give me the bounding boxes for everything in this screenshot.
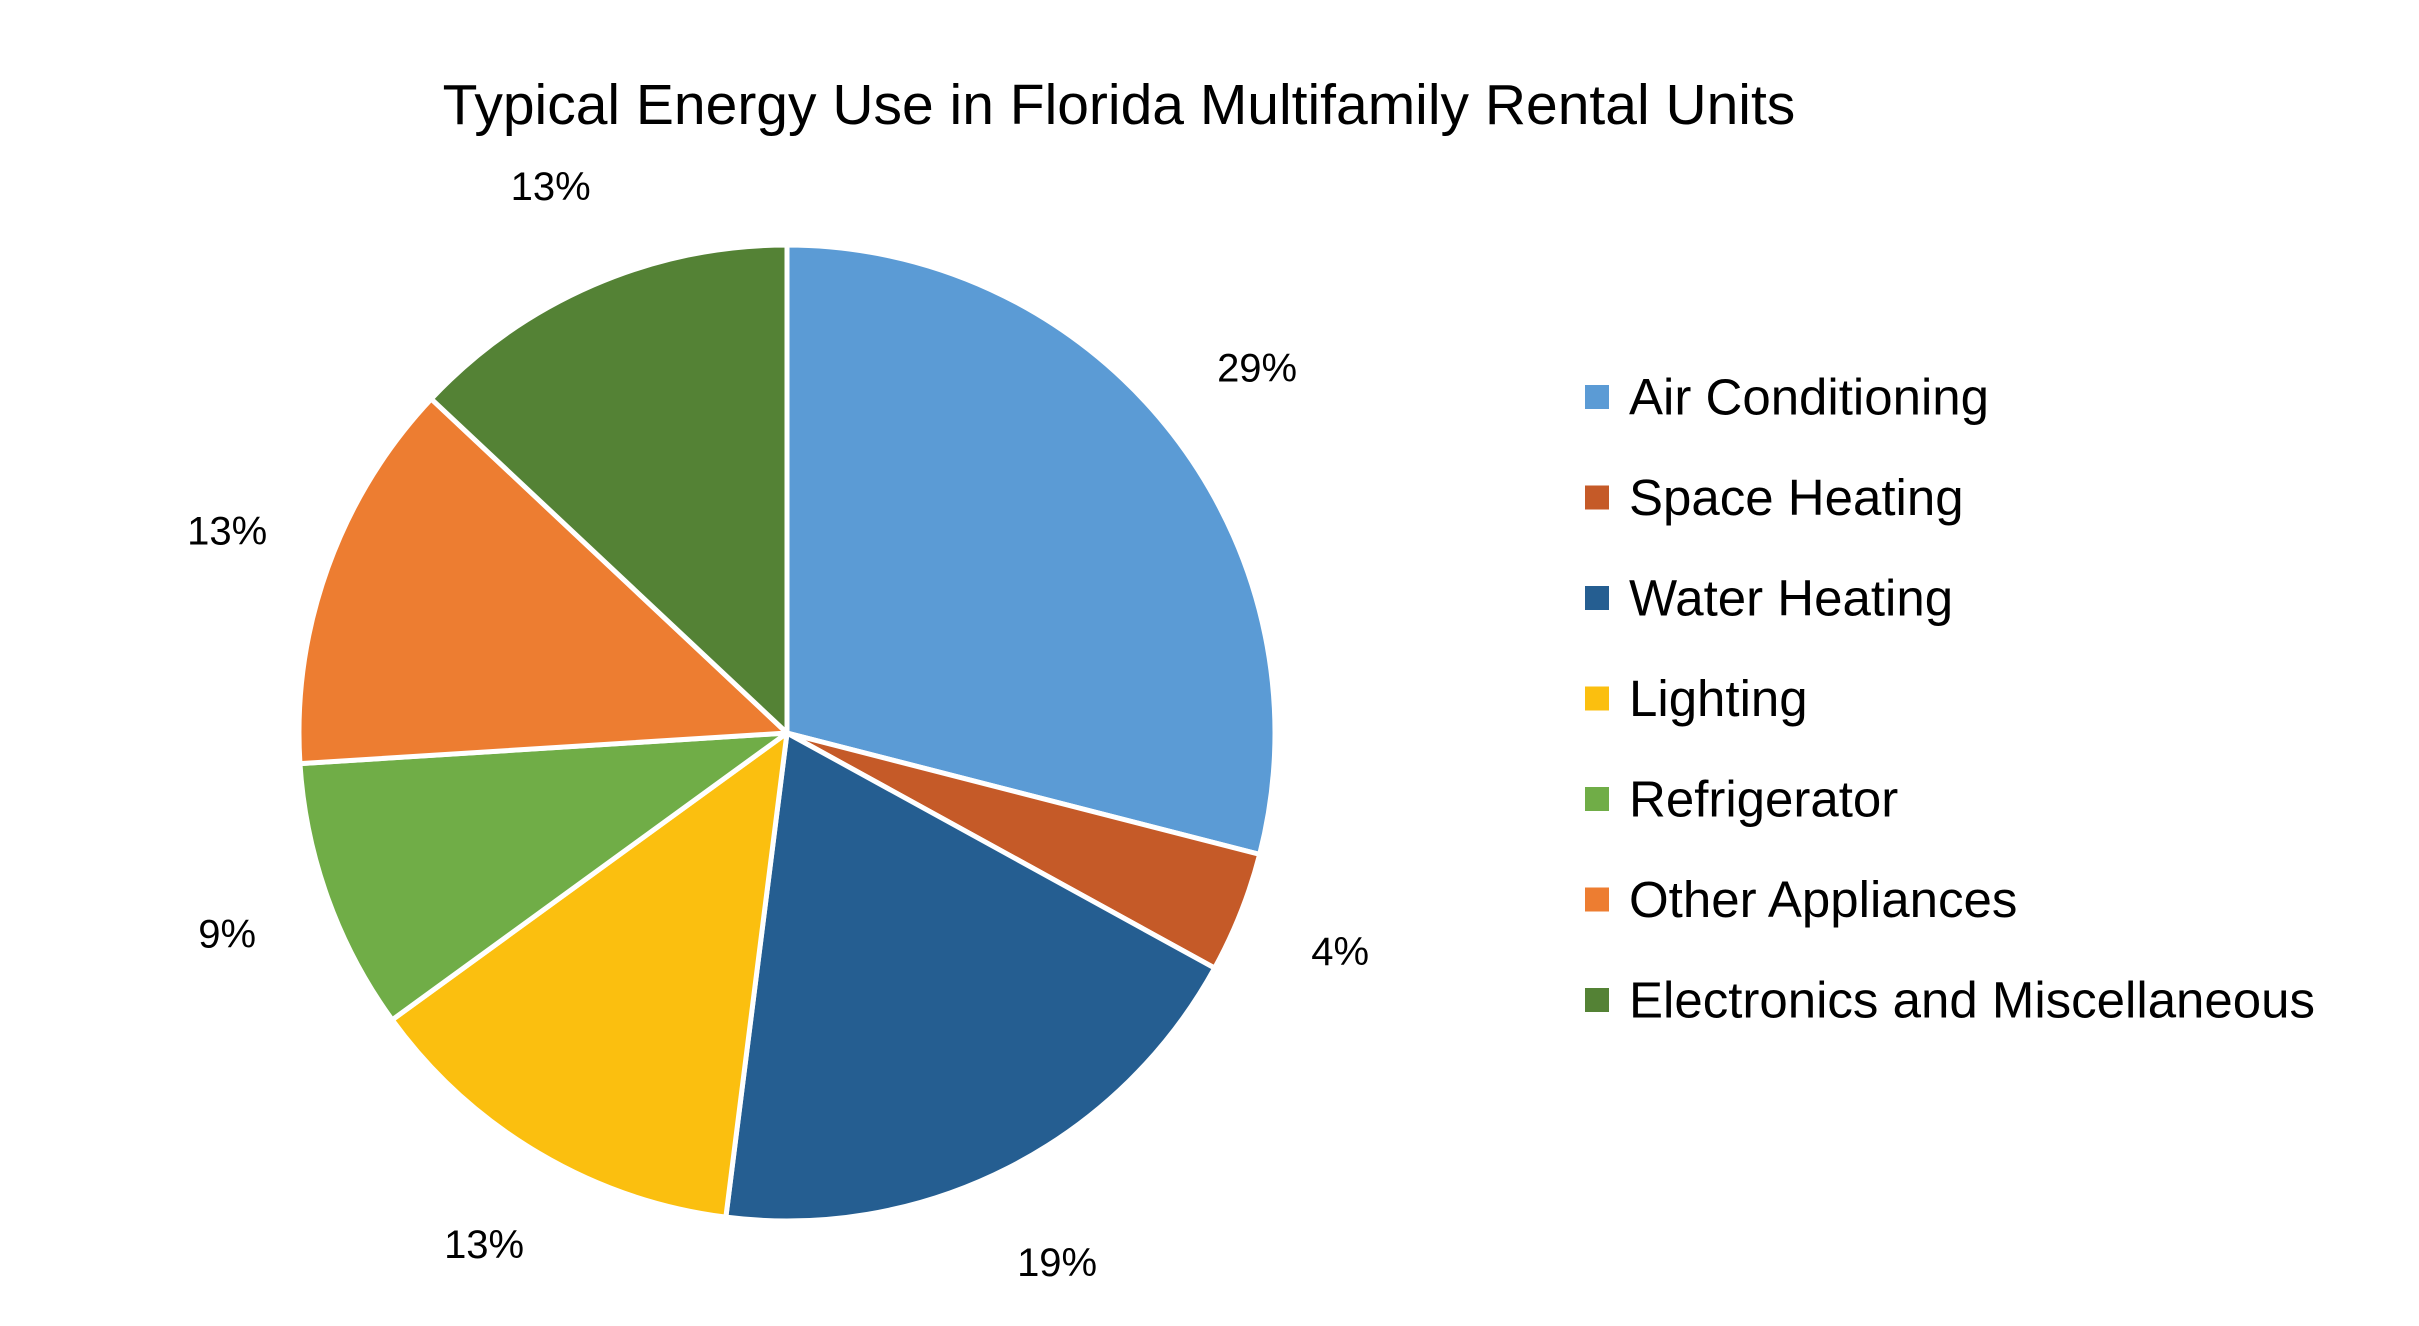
- pie-slice-electronics-and-miscellaneous: [428, 242, 790, 736]
- legend-label-air-conditioning: Air Conditioning: [1629, 369, 1989, 426]
- chart-title: Typical Energy Use in Florida Multifamil…: [443, 73, 1796, 137]
- data-label-other-appliances: 13%: [187, 510, 267, 554]
- data-label-electronics-and-miscellaneous: 13%: [511, 165, 591, 209]
- legend-label-other-appliances: Other Appliances: [1629, 871, 2017, 928]
- data-labels: 29% 4% 19% 13% 9% 13% 13%: [187, 165, 1369, 1285]
- data-label-lighting: 13%: [444, 1223, 524, 1267]
- legend-label-refrigerator: Refrigerator: [1629, 771, 1898, 828]
- legend-item-lighting: Lighting: [1585, 670, 1808, 727]
- pie-slice-water-heating: [723, 730, 1218, 1224]
- legend: Air Conditioning Space Heating Water Heati…: [1585, 369, 2315, 1029]
- legend-swatch-electronics-and-miscellaneous: [1585, 988, 1609, 1012]
- legend-item-electronics-and-miscellaneous: Electronics and Miscellaneous: [1585, 972, 2315, 1029]
- legend-label-electronics-and-miscellaneous: Electronics and Miscellaneous: [1629, 972, 2315, 1029]
- data-label-space-heating: 4%: [1311, 930, 1369, 974]
- data-label-air-conditioning: 29%: [1217, 346, 1297, 390]
- pie-slice-lighting: [389, 730, 790, 1220]
- data-label-refrigerator: 9%: [198, 913, 256, 957]
- legend-label-space-heating: Space Heating: [1629, 469, 1964, 526]
- legend-item-air-conditioning: Air Conditioning: [1585, 369, 1989, 426]
- pie-slices: [296, 242, 1278, 1224]
- legend-label-lighting: Lighting: [1629, 670, 1808, 727]
- legend-item-water-heating: Water Heating: [1585, 570, 1953, 627]
- legend-swatch-refrigerator: [1585, 787, 1609, 811]
- legend-swatch-water-heating: [1585, 586, 1609, 610]
- pie-slice-air-conditioning: [784, 242, 1278, 857]
- legend-swatch-other-appliances: [1585, 887, 1609, 912]
- legend-item-other-appliances: Other Appliances: [1585, 871, 2017, 928]
- legend-label-water-heating: Water Heating: [1629, 570, 1953, 627]
- legend-item-space-heating: Space Heating: [1585, 469, 1964, 526]
- legend-item-refrigerator: Refrigerator: [1585, 771, 1898, 828]
- legend-swatch-lighting: [1585, 686, 1609, 711]
- legend-swatch-air-conditioning: [1585, 385, 1609, 409]
- pie-slice-refrigerator: [297, 730, 790, 1023]
- legend-swatch-space-heating: [1585, 485, 1609, 510]
- pie-slice-other-appliances: [296, 396, 790, 767]
- data-label-water-heating: 19%: [1017, 1241, 1097, 1285]
